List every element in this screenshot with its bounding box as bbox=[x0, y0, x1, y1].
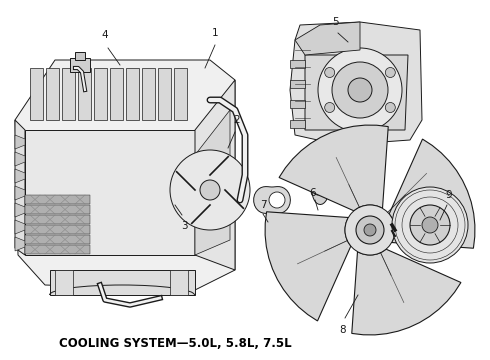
Polygon shape bbox=[254, 186, 291, 213]
Circle shape bbox=[269, 192, 285, 208]
Polygon shape bbox=[46, 68, 59, 120]
Polygon shape bbox=[55, 270, 73, 295]
Polygon shape bbox=[25, 195, 90, 204]
Polygon shape bbox=[30, 68, 43, 120]
Text: 7: 7 bbox=[260, 200, 266, 210]
Polygon shape bbox=[15, 135, 25, 149]
Circle shape bbox=[170, 150, 250, 230]
Polygon shape bbox=[174, 68, 187, 120]
Text: 4: 4 bbox=[102, 30, 108, 40]
Polygon shape bbox=[25, 130, 195, 255]
Polygon shape bbox=[295, 22, 360, 55]
Polygon shape bbox=[15, 237, 25, 251]
Text: 2: 2 bbox=[234, 115, 240, 125]
Circle shape bbox=[356, 216, 384, 244]
Polygon shape bbox=[305, 55, 408, 130]
Text: 5: 5 bbox=[332, 17, 338, 27]
Text: 9: 9 bbox=[446, 190, 452, 200]
Circle shape bbox=[385, 68, 395, 77]
Polygon shape bbox=[25, 215, 90, 224]
Circle shape bbox=[392, 187, 468, 263]
Circle shape bbox=[422, 217, 438, 233]
Circle shape bbox=[313, 185, 323, 195]
Polygon shape bbox=[195, 110, 230, 255]
Circle shape bbox=[200, 180, 220, 200]
Polygon shape bbox=[279, 125, 388, 211]
Polygon shape bbox=[15, 186, 25, 200]
Circle shape bbox=[364, 224, 376, 236]
Text: 6: 6 bbox=[310, 188, 317, 198]
Polygon shape bbox=[290, 22, 422, 145]
Polygon shape bbox=[110, 68, 123, 120]
Circle shape bbox=[325, 68, 335, 77]
Circle shape bbox=[318, 48, 402, 132]
Polygon shape bbox=[15, 169, 25, 183]
Circle shape bbox=[348, 78, 372, 102]
Polygon shape bbox=[94, 68, 107, 120]
Polygon shape bbox=[142, 68, 155, 120]
Polygon shape bbox=[195, 80, 235, 270]
Polygon shape bbox=[50, 270, 195, 295]
Circle shape bbox=[325, 103, 335, 112]
Polygon shape bbox=[15, 220, 25, 234]
Polygon shape bbox=[25, 225, 90, 234]
Polygon shape bbox=[15, 203, 25, 217]
Polygon shape bbox=[158, 68, 171, 120]
Polygon shape bbox=[265, 212, 351, 321]
Text: 3: 3 bbox=[181, 221, 187, 231]
Polygon shape bbox=[290, 100, 305, 108]
Polygon shape bbox=[389, 139, 475, 248]
Polygon shape bbox=[15, 152, 25, 166]
Circle shape bbox=[345, 205, 395, 255]
Polygon shape bbox=[78, 68, 91, 120]
Circle shape bbox=[410, 205, 450, 245]
Polygon shape bbox=[25, 205, 90, 214]
Polygon shape bbox=[15, 120, 25, 255]
Polygon shape bbox=[25, 235, 90, 244]
Polygon shape bbox=[170, 270, 188, 295]
Polygon shape bbox=[70, 58, 90, 72]
Polygon shape bbox=[25, 245, 90, 254]
Polygon shape bbox=[290, 80, 305, 88]
Circle shape bbox=[332, 62, 388, 118]
Text: 8: 8 bbox=[340, 325, 346, 335]
Polygon shape bbox=[352, 249, 461, 335]
Text: 1: 1 bbox=[212, 28, 219, 38]
Polygon shape bbox=[312, 175, 329, 204]
Polygon shape bbox=[290, 60, 305, 68]
Polygon shape bbox=[290, 120, 305, 128]
Polygon shape bbox=[15, 60, 235, 290]
Polygon shape bbox=[126, 68, 139, 120]
Text: COOLING SYSTEM—5.0L, 5.8L, 7.5L: COOLING SYSTEM—5.0L, 5.8L, 7.5L bbox=[59, 337, 292, 350]
Polygon shape bbox=[75, 52, 85, 60]
Polygon shape bbox=[62, 68, 75, 120]
Circle shape bbox=[385, 103, 395, 112]
